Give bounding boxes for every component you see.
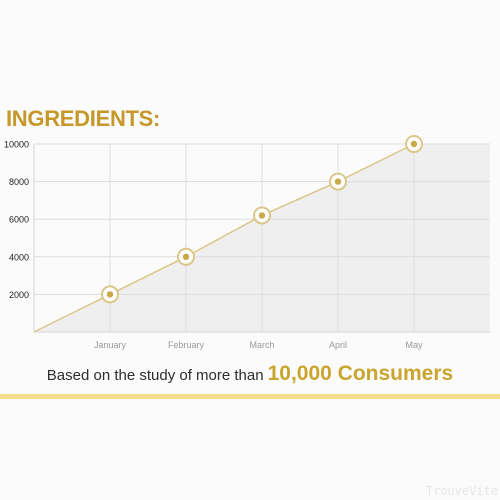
data-point-center	[334, 178, 342, 185]
y-tick-label: 4000	[9, 252, 29, 262]
data-point-center	[106, 291, 114, 298]
x-tick-label: May	[405, 340, 423, 350]
x-tick-label: March	[249, 340, 274, 350]
caption: Based on the study of more than 10,000 Co…	[0, 362, 500, 386]
accent-band	[0, 394, 500, 399]
y-tick-label: 6000	[9, 215, 29, 225]
watermark: TrouveVite	[425, 484, 498, 498]
y-tick-label: 8000	[9, 177, 29, 187]
chart-heading: INGREDIENTS:	[6, 106, 161, 131]
data-point-center	[258, 212, 266, 219]
x-tick-label: January	[94, 340, 127, 350]
caption-highlight: 10,000 Consumers	[267, 362, 454, 385]
x-tick-label: February	[168, 340, 205, 350]
data-point-center	[410, 140, 418, 148]
y-tick-label: 10000	[4, 140, 29, 150]
series-line	[33, 143, 415, 333]
data-point-center	[182, 253, 190, 260]
y-tick-label: 2000	[9, 290, 29, 300]
x-tick-label: April	[329, 340, 347, 350]
caption-prefix: Based on the study of more than	[46, 367, 264, 384]
line-chart: 2000 4000 6000 8000 10000 January February Marc…	[4, 135, 490, 350]
